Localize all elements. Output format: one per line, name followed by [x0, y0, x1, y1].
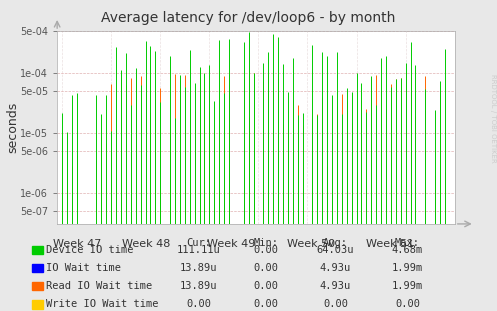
Text: Week 47: Week 47 — [53, 239, 101, 249]
Text: Week 48: Week 48 — [122, 239, 171, 249]
Text: 111.11u: 111.11u — [177, 245, 221, 255]
Text: Max:: Max: — [395, 238, 420, 248]
Text: Device IO time: Device IO time — [46, 245, 133, 255]
Text: Avg:: Avg: — [323, 238, 348, 248]
Text: Min:: Min: — [253, 238, 278, 248]
Text: Week 51: Week 51 — [366, 239, 414, 249]
Text: Write IO Wait time: Write IO Wait time — [46, 299, 158, 309]
Text: 4.68m: 4.68m — [392, 245, 423, 255]
Text: Cur:: Cur: — [186, 238, 211, 248]
Text: 64.03u: 64.03u — [317, 245, 354, 255]
Text: Week 49: Week 49 — [207, 239, 255, 249]
Text: Read IO Wait time: Read IO Wait time — [46, 281, 152, 291]
Text: 13.89u: 13.89u — [180, 263, 218, 273]
Text: 0.00: 0.00 — [395, 299, 420, 309]
Text: 0.00: 0.00 — [253, 245, 278, 255]
Text: 4.93u: 4.93u — [320, 263, 351, 273]
Text: RRDTOOL / TOBI OETIKER: RRDTOOL / TOBI OETIKER — [490, 74, 496, 163]
Text: IO Wait time: IO Wait time — [46, 263, 121, 273]
Text: 4.93u: 4.93u — [320, 281, 351, 291]
Text: 0.00: 0.00 — [253, 263, 278, 273]
Text: 1.99m: 1.99m — [392, 281, 423, 291]
Text: seconds: seconds — [6, 102, 19, 153]
Text: 0.00: 0.00 — [186, 299, 211, 309]
Text: 1.99m: 1.99m — [392, 263, 423, 273]
Text: Average latency for /dev/loop6 - by month: Average latency for /dev/loop6 - by mont… — [101, 11, 396, 25]
Text: Week 50: Week 50 — [287, 239, 334, 249]
Text: 13.89u: 13.89u — [180, 281, 218, 291]
Text: 0.00: 0.00 — [253, 281, 278, 291]
Text: 0.00: 0.00 — [253, 299, 278, 309]
Text: 0.00: 0.00 — [323, 299, 348, 309]
